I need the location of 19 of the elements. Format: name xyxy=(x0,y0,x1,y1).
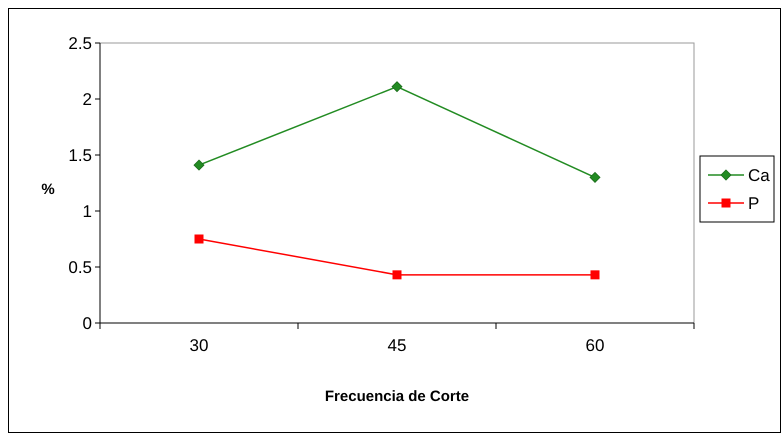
y-tick-label: 0 xyxy=(82,314,92,333)
x-axis-title: Frecuencia de Corte xyxy=(324,388,470,405)
legend-label: P xyxy=(748,194,760,213)
x-tick-label: 30 xyxy=(190,336,208,355)
point xyxy=(194,160,204,170)
point xyxy=(392,270,402,280)
point xyxy=(590,270,600,280)
y-tick-label: 2.5 xyxy=(68,34,92,53)
point xyxy=(590,172,600,183)
y-tick-label: 1 xyxy=(82,202,92,221)
y-tick-label: 0.5 xyxy=(68,258,92,277)
x-tick-label: 45 xyxy=(388,336,406,355)
x-tick-label: 60 xyxy=(586,336,604,355)
y-tick-label: 2 xyxy=(82,90,92,109)
y-tick-label: 1.5 xyxy=(68,146,92,165)
y-axis-title: % xyxy=(41,181,55,198)
point xyxy=(194,234,204,244)
point xyxy=(392,81,402,92)
legend-label: Ca xyxy=(748,166,770,185)
